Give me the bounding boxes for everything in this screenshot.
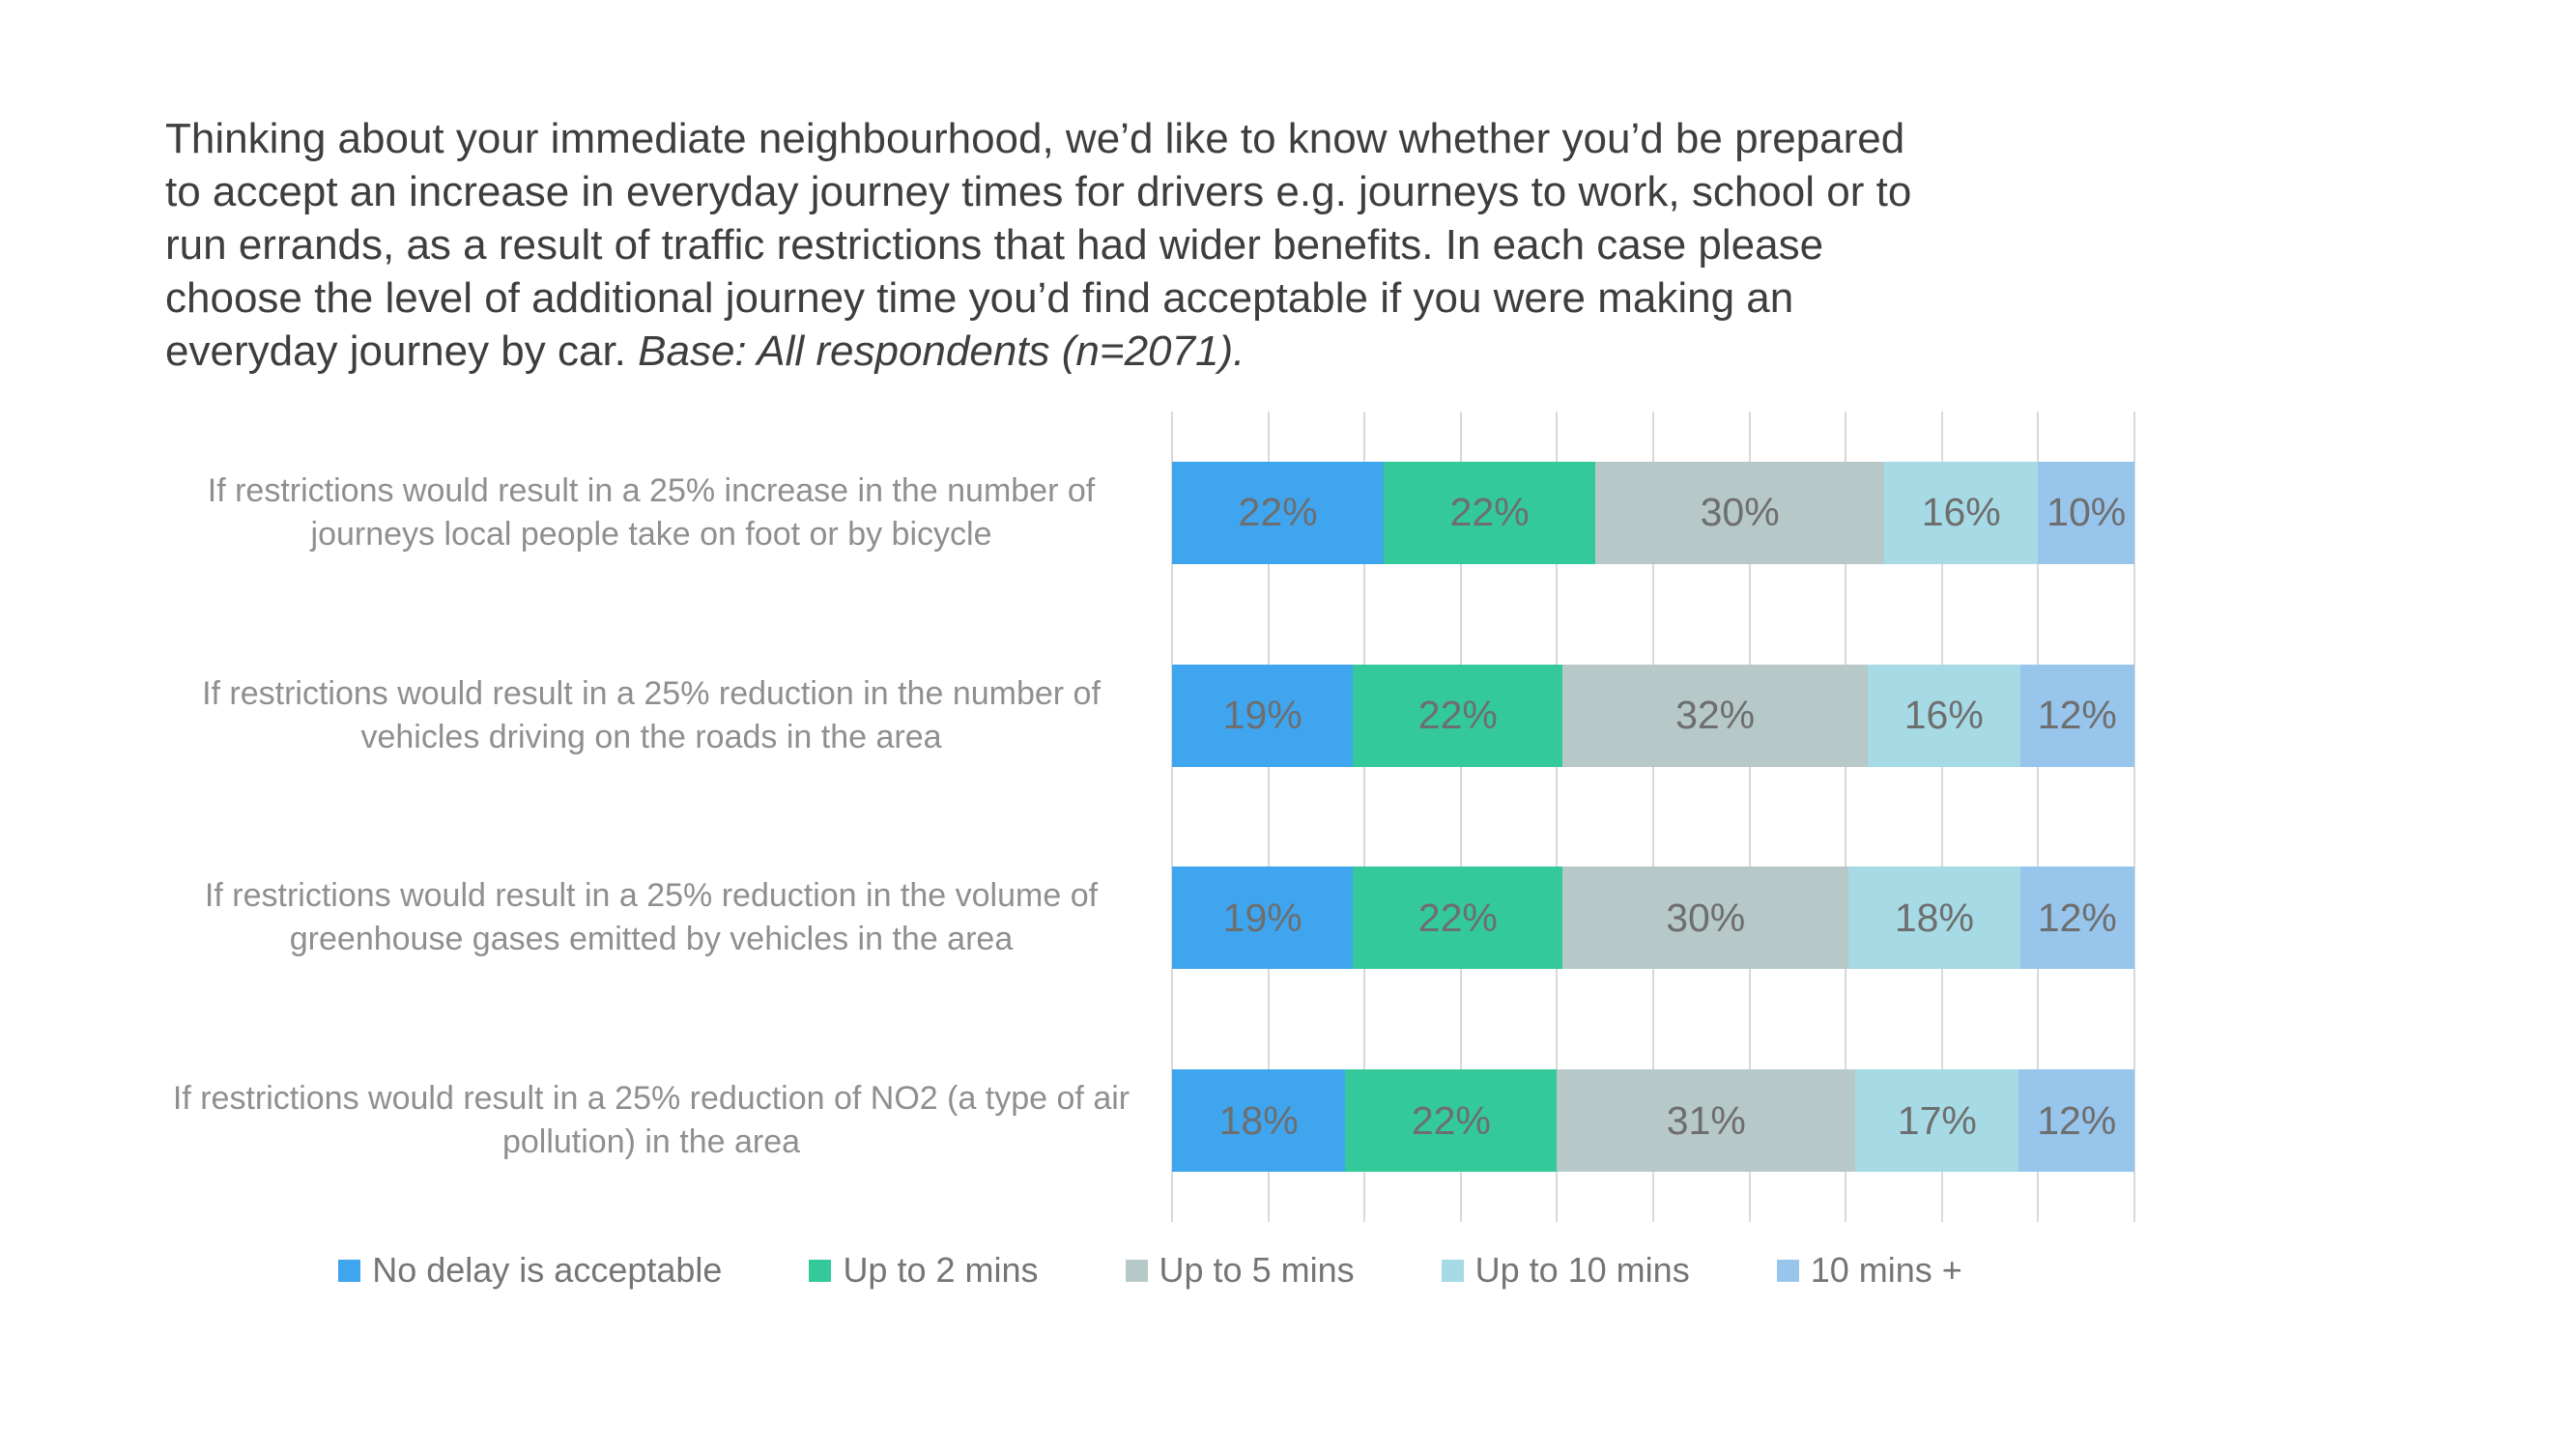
gridline — [1556, 412, 1559, 1222]
category-label: If restrictions would result in a 25% re… — [153, 1019, 1150, 1222]
stacked-bar: 19% 22% 30% 18% 12% — [1172, 867, 2134, 970]
bar-segment-10-mins: 12% — [2019, 664, 2134, 767]
title-line: to accept an increase in everyday journe… — [165, 168, 1912, 215]
gridline — [1940, 412, 1943, 1222]
category-label-text: If restrictions would result in a 25% re… — [204, 877, 1099, 958]
data-label: 22% — [1238, 490, 1318, 535]
gridlines — [1171, 412, 2135, 1222]
bar-segment-10-mins: 10% — [2038, 461, 2134, 564]
data-label: 19% — [1222, 895, 1302, 940]
bar-segment-no-delay-is-acceptable: 19% — [1172, 867, 1354, 970]
data-label: 16% — [1921, 490, 2001, 535]
legend-label: Up to 2 mins — [843, 1250, 1039, 1290]
legend-item-10-mins: 10 mins + — [1776, 1250, 1962, 1291]
data-label: 12% — [2037, 693, 2117, 738]
category-label: If restrictions would result in a 25% in… — [153, 412, 1150, 614]
category-label: If restrictions would result in a 25% re… — [153, 614, 1150, 817]
gridline — [1748, 412, 1751, 1222]
legend-label: Up to 5 mins — [1159, 1250, 1355, 1290]
bar-segment-no-delay-is-acceptable: 22% — [1172, 461, 1385, 564]
legend-swatch-icon — [1776, 1259, 1799, 1282]
gridline — [1171, 412, 1173, 1222]
bars-container: 22% 22% 30% 16% 10% 19% 22% 32% 16% 12% 19% 22% 30% 1… — [1172, 412, 2134, 1222]
data-label: 17% — [1897, 1097, 1977, 1143]
bar-segment-up-to-2-mins: 22% — [1345, 1069, 1558, 1173]
bar-segment-up-to-10-mins: 18% — [1848, 867, 2020, 970]
legend-item-up-to-10-mins: Up to 10 mins — [1441, 1250, 1690, 1291]
gridline — [1652, 412, 1654, 1222]
data-label: 31% — [1666, 1097, 1746, 1143]
data-label: 12% — [2037, 895, 2117, 940]
bar-segment-up-to-2-mins: 22% — [1384, 461, 1596, 564]
bar-segment-up-to-5-mins: 30% — [1562, 867, 1849, 970]
plot-area: 22% 22% 30% 16% 10% 19% 22% 32% 16% 12% 19% 22% 30% 1… — [1171, 412, 2135, 1222]
data-label: 32% — [1675, 693, 1756, 738]
data-label: 19% — [1222, 693, 1302, 738]
chart-legend: No delay is acceptable Up to 2 mins Up to … — [165, 1250, 2135, 1291]
bar-row: 18% 22% 31% 17% 12% — [1172, 1019, 2134, 1222]
gridline — [2133, 412, 2135, 1222]
data-label: 18% — [1894, 895, 1974, 940]
gridline — [1267, 412, 1270, 1222]
legend-item-no-delay-is-acceptable: No delay is acceptable — [338, 1250, 722, 1291]
category-label-text: If restrictions would result in a 25% re… — [202, 674, 1101, 755]
title-line: Thinking about your immediate neighbourh… — [165, 115, 1905, 162]
bar-segment-no-delay-is-acceptable: 18% — [1172, 1069, 1346, 1173]
legend-item-up-to-2-mins: Up to 2 mins — [809, 1250, 1039, 1291]
bar-segment-up-to-5-mins: 32% — [1562, 664, 1868, 767]
legend-swatch-icon — [809, 1259, 832, 1282]
legend-label: No delay is acceptable — [372, 1250, 723, 1290]
title-base-note: Base: All respondents (n=2071). — [638, 327, 1245, 375]
data-label: 22% — [1417, 895, 1498, 940]
bar-segment-up-to-5-mins: 30% — [1595, 461, 1885, 564]
legend-swatch-icon — [1441, 1259, 1464, 1282]
data-label: 22% — [1417, 693, 1498, 738]
gridline — [2037, 412, 2040, 1222]
bar-row: 19% 22% 30% 18% 12% — [1172, 817, 2134, 1020]
legend-swatch-icon — [1125, 1259, 1148, 1282]
legend-swatch-icon — [338, 1259, 361, 1282]
chart-title: Thinking about your immediate neighbourh… — [165, 112, 1911, 378]
data-label: 10% — [2046, 490, 2127, 535]
legend-label: Up to 10 mins — [1474, 1250, 1690, 1290]
bar-segment-10-mins: 12% — [2018, 1069, 2134, 1173]
bar-segment-up-to-10-mins: 16% — [1867, 664, 2020, 767]
title-line: everyday journey by car. Base: All respo… — [165, 325, 1911, 378]
bar-segment-up-to-5-mins: 31% — [1557, 1069, 1856, 1173]
bar-segment-up-to-2-mins: 22% — [1353, 664, 1563, 767]
gridline — [1363, 412, 1366, 1222]
bar-row: 19% 22% 32% 16% 12% — [1172, 614, 2134, 817]
data-label: 30% — [1666, 895, 1746, 940]
bar-segment-10-mins: 12% — [2019, 867, 2134, 970]
category-label-text: If restrictions would result in a 25% in… — [207, 471, 1096, 553]
bar-row: 22% 22% 30% 16% 10% — [1172, 412, 2134, 614]
category-label: If restrictions would result in a 25% re… — [153, 817, 1150, 1020]
data-label: 18% — [1218, 1097, 1299, 1143]
bar-segment-up-to-10-mins: 17% — [1855, 1069, 2019, 1173]
title-text-normal: everyday journey by car. — [165, 327, 639, 375]
bar-segment-no-delay-is-acceptable: 19% — [1172, 664, 1354, 767]
data-label: 22% — [1449, 490, 1530, 535]
category-label-text: If restrictions would result in a 25% re… — [172, 1080, 1131, 1161]
category-labels: If restrictions would result in a 25% in… — [153, 412, 1150, 1222]
gridline — [1459, 412, 1462, 1222]
stacked-bar: 18% 22% 31% 17% 12% — [1172, 1069, 2134, 1173]
data-label: 12% — [2037, 1097, 2117, 1143]
stacked-bar: 22% 22% 30% 16% 10% — [1172, 461, 2134, 564]
legend-item-up-to-5-mins: Up to 5 mins — [1125, 1250, 1355, 1291]
bar-segment-up-to-2-mins: 22% — [1353, 867, 1563, 970]
data-label: 22% — [1411, 1097, 1491, 1143]
title-line: choose the level of additional journey t… — [165, 274, 1794, 322]
bar-segment-up-to-10-mins: 16% — [1884, 461, 2039, 564]
stacked-bar: 19% 22% 32% 16% 12% — [1172, 664, 2134, 767]
gridline — [1845, 412, 1847, 1222]
data-label: 30% — [1700, 490, 1780, 535]
data-label: 16% — [1903, 693, 1984, 738]
title-line: run errands, as a result of traffic rest… — [165, 221, 1824, 269]
legend-label: 10 mins + — [1810, 1250, 1962, 1290]
